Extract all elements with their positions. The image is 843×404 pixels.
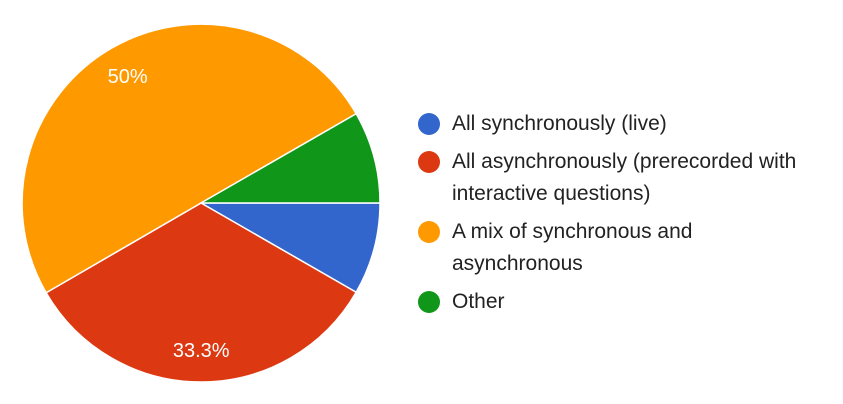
legend-label: All synchronously (live) <box>452 112 667 135</box>
slice-mix[interactable] <box>21 23 358 294</box>
legend-item-all-synchronously[interactable]: All synchronously (live) <box>418 108 828 140</box>
slice-all-asynchronously[interactable] <box>45 202 358 383</box>
pie-plot-area: 33.3% 50% <box>21 23 381 383</box>
legend-label: A mix of synchronous and asynchronous <box>452 220 693 275</box>
legend-label: Other <box>452 290 505 313</box>
legend-item-mix[interactable]: A mix of synchronous and asynchronous <box>418 216 828 280</box>
legend-swatch <box>418 291 440 313</box>
legend-item-other[interactable]: Other <box>418 286 828 318</box>
legend-swatch <box>418 151 440 173</box>
legend-label: All asynchronously (prerecorded with int… <box>452 150 797 205</box>
pie-slices <box>21 23 381 383</box>
slice-data-label: 33.3% <box>173 340 230 362</box>
slice-all-synchronously[interactable] <box>198 202 381 294</box>
legend-swatch <box>418 113 440 135</box>
slice-other[interactable] <box>198 112 381 204</box>
slice-data-label: 50% <box>108 66 148 88</box>
legend: All synchronously (live) All asynchronou… <box>418 108 828 324</box>
legend-item-all-asynchronously[interactable]: All asynchronously (prerecorded with int… <box>418 146 828 210</box>
legend-swatch <box>418 221 440 243</box>
pie-slice-labels: 33.3% 50% <box>108 66 230 362</box>
